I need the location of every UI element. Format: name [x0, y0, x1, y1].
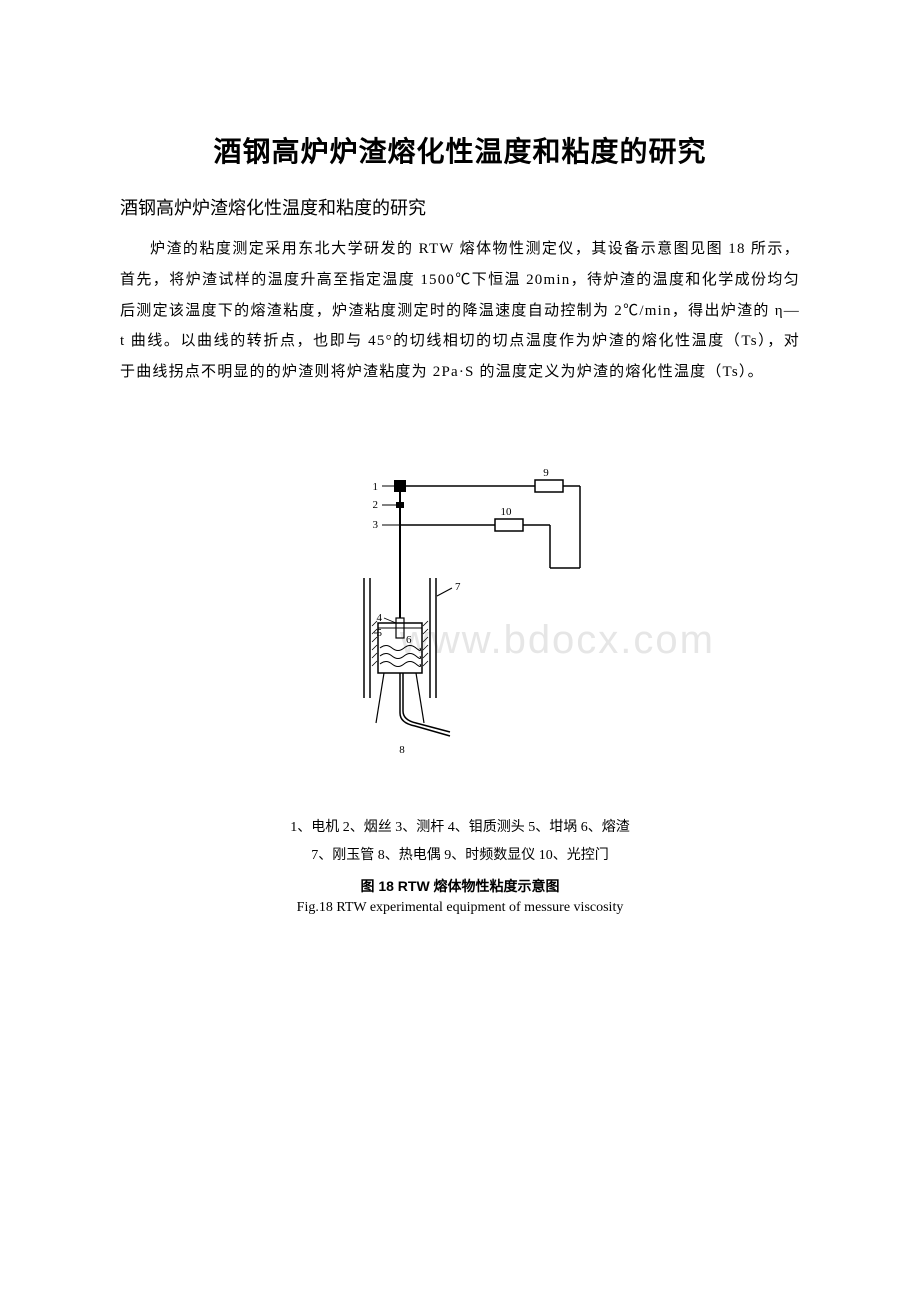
label-4: 4 — [377, 612, 383, 624]
figure-caption-cn: 图 18 RTW 熔体物性粘度示意图 — [120, 876, 800, 896]
body-paragraph: 炉渣的粘度测定采用东北大学研发的 RTW 熔体物性测定仪，其设备示意图见图 18… — [120, 234, 800, 388]
label-2: 2 — [373, 499, 379, 511]
document-page: 酒钢高炉炉渣熔化性温度和粘度的研究 酒钢高炉炉渣熔化性温度和粘度的研究 炉渣的粘… — [0, 0, 920, 916]
label-9: 9 — [543, 468, 549, 479]
label-7: 7 — [455, 581, 461, 593]
label-3: 3 — [373, 519, 379, 531]
diagram-container: www.bdocx.com 9 1 2 3 — [320, 468, 600, 788]
figure-block: www.bdocx.com 9 1 2 3 — [120, 468, 800, 916]
label-8: 8 — [399, 744, 405, 756]
label-6: 6 — [406, 634, 412, 646]
figure-parts-line1: 1、电机 2、烟丝 3、测杆 4、钼质测头 5、坩埚 6、熔渣 — [120, 815, 800, 842]
apparatus-diagram: 9 1 2 3 10 — [320, 468, 600, 788]
label-10: 10 — [501, 506, 513, 518]
label-1: 1 — [373, 481, 379, 493]
figure-parts-line2: 7、刚玉管 8、热电偶 9、时频数显仪 10、光控门 — [120, 843, 800, 870]
figure-caption-en: Fig.18 RTW experimental equipment of mes… — [120, 900, 800, 916]
page-subtitle: 酒钢高炉炉渣熔化性温度和粘度的研究 — [120, 194, 800, 220]
page-title: 酒钢高炉炉渣熔化性温度和粘度的研究 — [120, 130, 800, 170]
